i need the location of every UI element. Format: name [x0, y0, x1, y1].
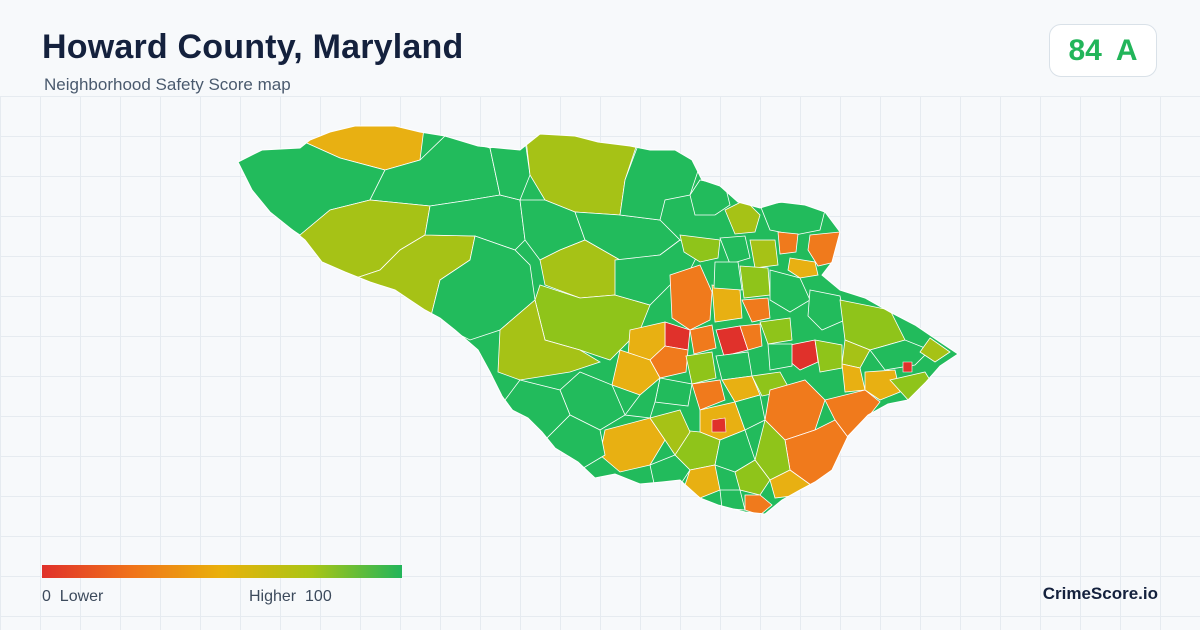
- region: [689, 179, 731, 216]
- legend-low-label: 0 Lower: [42, 588, 104, 605]
- legend-gradient-bar: [42, 565, 402, 578]
- region: [902, 361, 913, 373]
- region: [734, 459, 771, 496]
- region: [713, 261, 743, 291]
- region: [869, 339, 931, 371]
- region: [691, 379, 726, 411]
- region: [739, 265, 771, 299]
- county-outline: [237, 125, 959, 515]
- region: [719, 489, 746, 511]
- region: [814, 339, 843, 373]
- region: [807, 289, 846, 331]
- overall-score-badge: 84 A: [1049, 24, 1157, 77]
- region: [734, 394, 766, 431]
- page-subtitle: Neighborhood Safety Score map: [44, 75, 291, 94]
- neighborhood-regions: [238, 126, 958, 514]
- region: [669, 264, 713, 331]
- brand-name: CrimeScore.io: [1042, 584, 1158, 603]
- region: [719, 235, 751, 265]
- region: [624, 376, 661, 419]
- score-grade: A: [1115, 33, 1138, 67]
- legend-high-label: Higher 100: [249, 588, 332, 605]
- region: [711, 284, 743, 323]
- region: [689, 324, 717, 355]
- region: [711, 417, 727, 433]
- region: [787, 257, 819, 279]
- region: [739, 323, 763, 351]
- region: [715, 351, 753, 381]
- region: [679, 234, 721, 263]
- page-title: Howard County, Maryland: [42, 28, 464, 66]
- region: [769, 269, 811, 313]
- region: [759, 317, 793, 345]
- score-value: 84: [1068, 33, 1102, 67]
- region: [497, 299, 601, 381]
- region: [649, 409, 691, 456]
- region: [919, 337, 951, 363]
- region: [749, 239, 779, 269]
- region: [864, 369, 901, 401]
- region: [807, 231, 841, 267]
- region: [744, 494, 773, 514]
- region: [777, 231, 799, 255]
- region: [767, 343, 793, 371]
- region: [741, 297, 771, 323]
- region: [685, 351, 717, 385]
- region: [684, 464, 721, 499]
